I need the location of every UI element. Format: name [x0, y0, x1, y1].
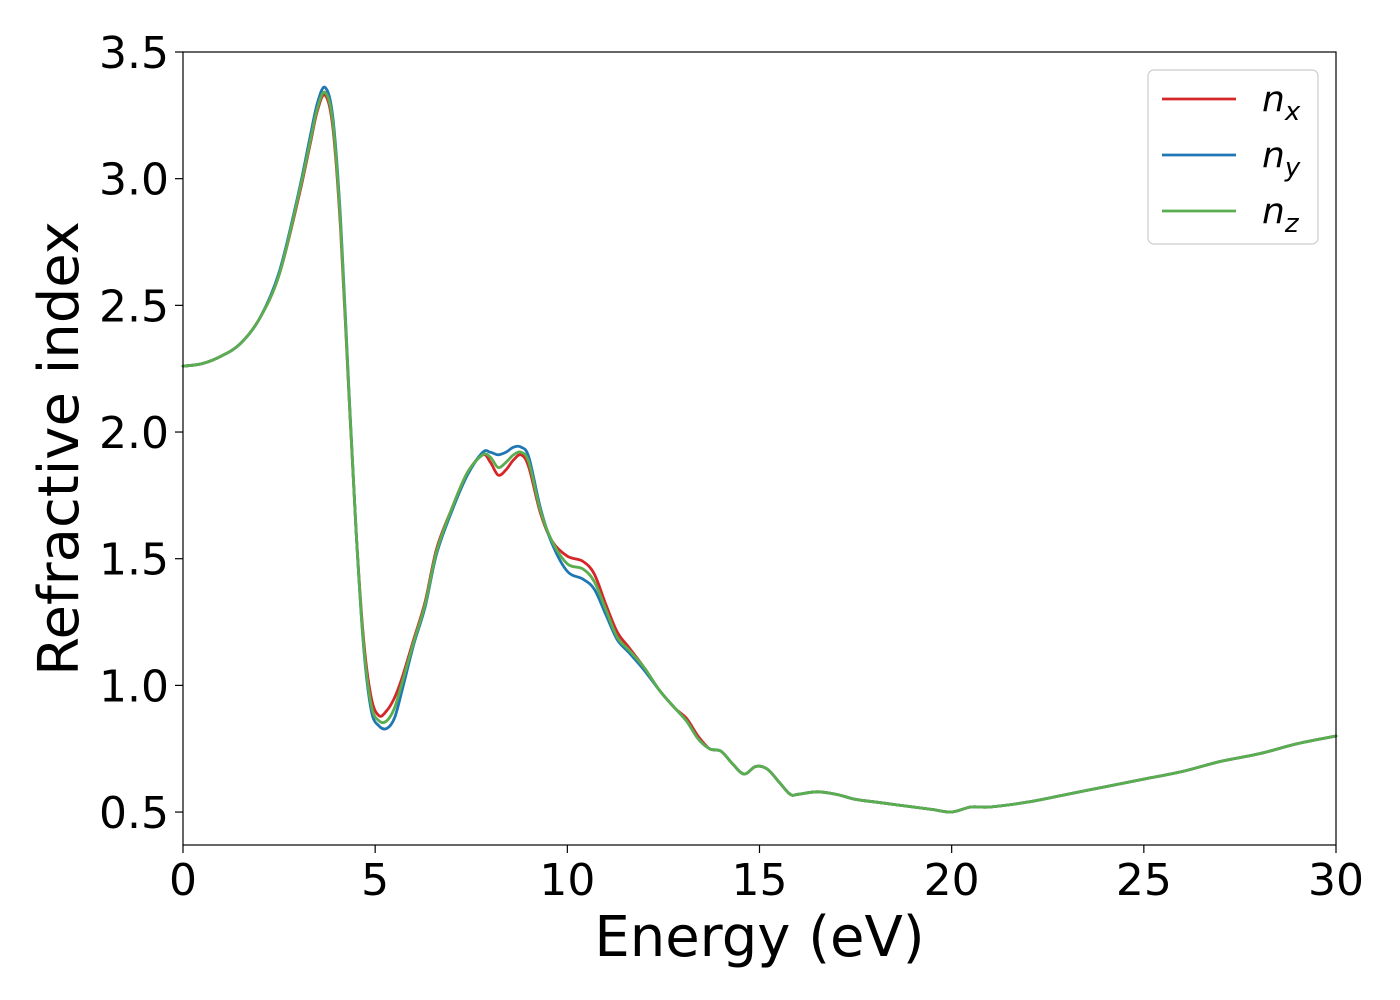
series-layer — [181, 85, 1338, 814]
series-line-nz — [181, 90, 1338, 814]
legend-label-nz: nz — [1262, 191, 1300, 239]
y-tick-label: 3.0 — [99, 155, 169, 206]
legend-label-nx: nx — [1262, 79, 1301, 127]
x-tick-label: 5 — [361, 855, 389, 906]
x-tick-label: 25 — [1116, 855, 1172, 906]
y-axis-label: Refractive index — [27, 221, 92, 676]
x-tick-label: 30 — [1308, 855, 1364, 906]
x-axis-label: Energy (eV) — [594, 905, 924, 970]
y-tick-label: 2.0 — [99, 408, 169, 459]
y-tick-label: 3.5 — [99, 28, 169, 79]
y-tick-label: 2.5 — [99, 281, 169, 332]
x-axis-ticks: 0 5 10 15 20 25 30 — [169, 845, 1364, 906]
y-tick-label: 1.5 — [99, 535, 169, 586]
x-tick-label: 0 — [169, 855, 197, 906]
x-tick-label: 10 — [539, 855, 595, 906]
legend-label-ny: ny — [1262, 135, 1301, 183]
y-tick-label: 1.0 — [99, 661, 169, 712]
legend: nx ny nz — [1147, 69, 1319, 245]
legend-box — [1147, 69, 1319, 245]
y-axis-ticks: 0.5 1.0 1.5 2.0 2.5 3.0 3.5 — [99, 28, 183, 839]
x-tick-label: 15 — [732, 855, 788, 906]
y-tick-label: 0.5 — [99, 788, 169, 839]
x-tick-label: 20 — [924, 855, 980, 906]
